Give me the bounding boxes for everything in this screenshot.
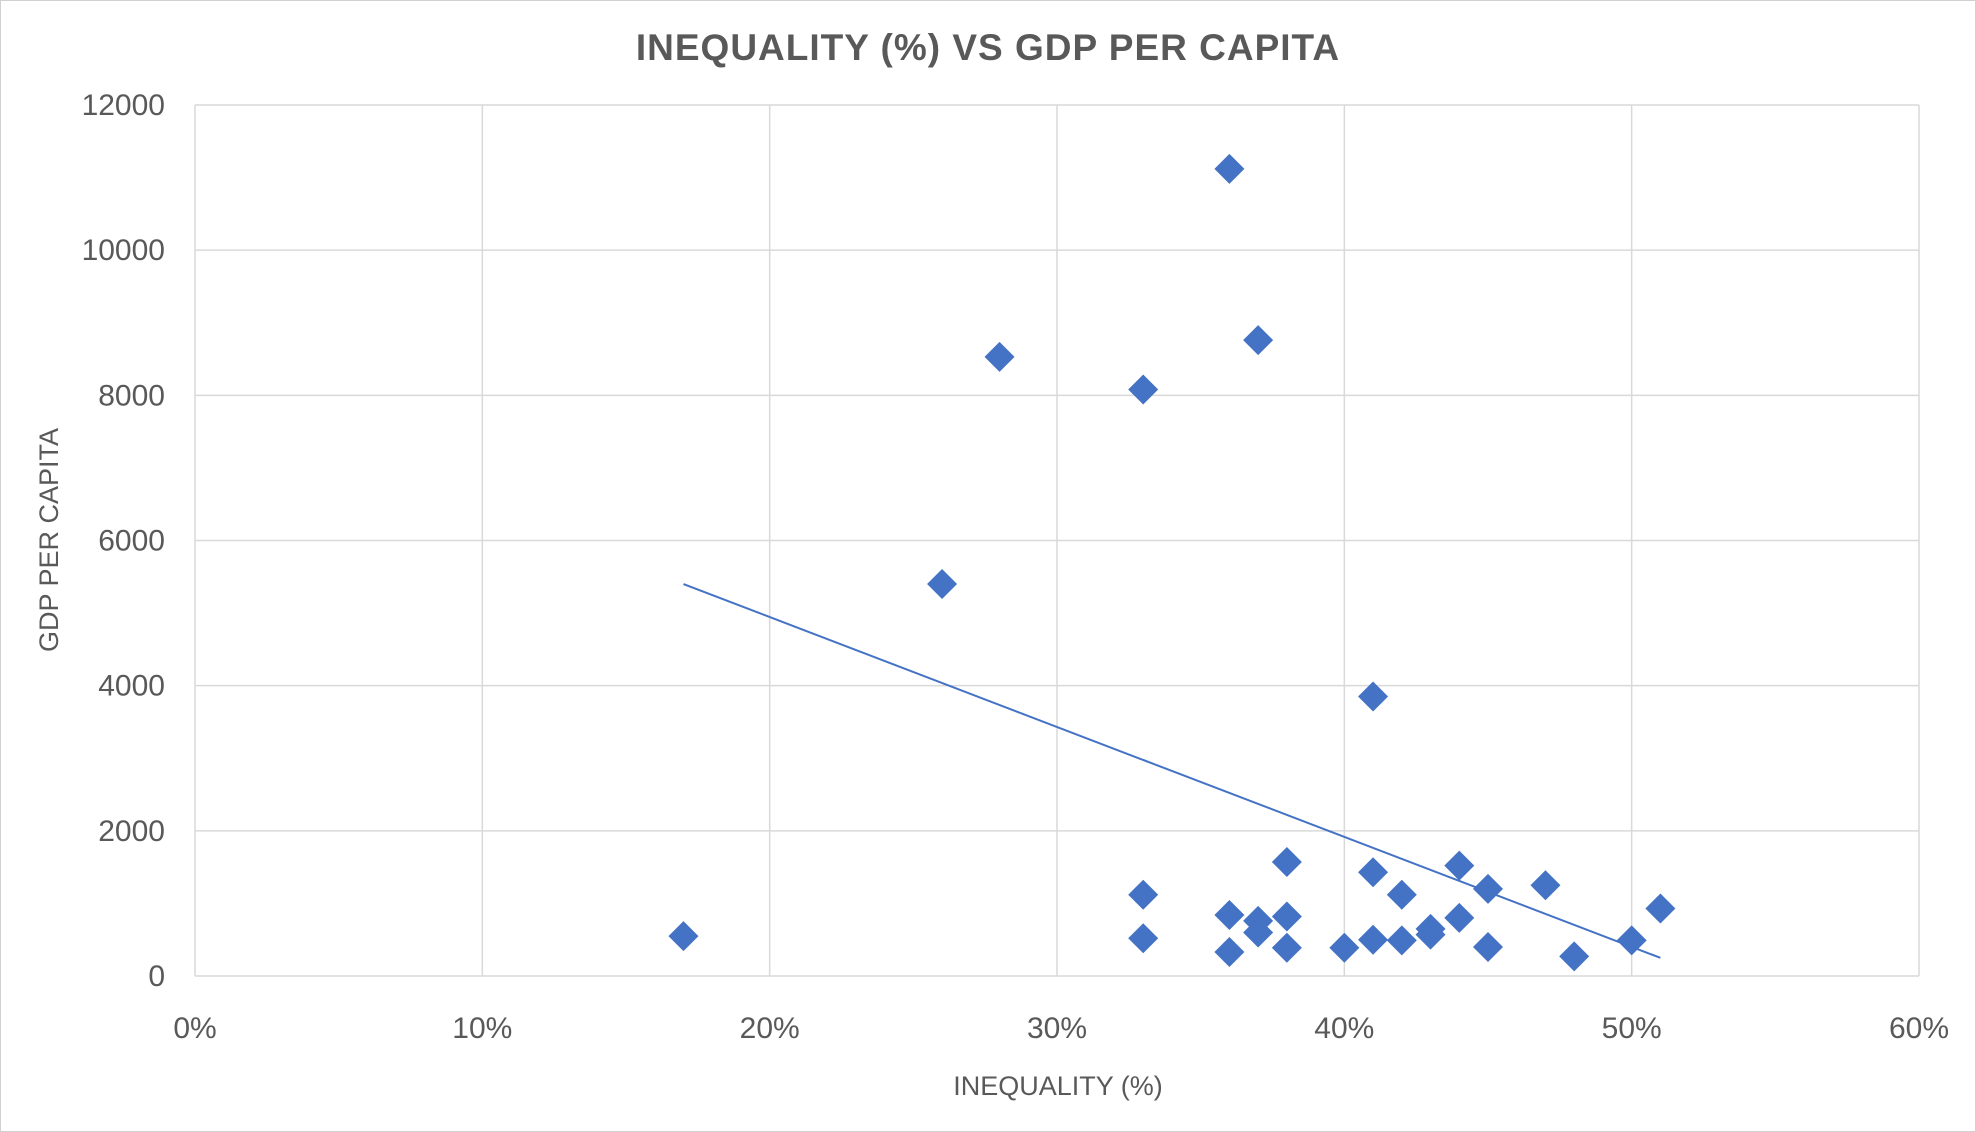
data-point (1386, 925, 1417, 956)
x-tick-label: 60% (1889, 1012, 1949, 1045)
y-axis-ticks: 0 2000 4000 6000 8000 10000 12000 (82, 89, 165, 993)
gridlines (194, 104, 1920, 977)
x-axis-ticks: 0% 10% 20% 30% 40% 50% 60% (173, 1012, 1949, 1045)
data-point (1616, 925, 1647, 956)
data-point (1358, 681, 1389, 712)
data-point (1444, 850, 1475, 881)
data-point (984, 341, 1015, 372)
y-tick-label: 10000 (82, 234, 165, 267)
data-point (1444, 902, 1475, 933)
data-point (1214, 900, 1245, 931)
trendline-line (683, 583, 1661, 959)
x-tick-label: 20% (740, 1012, 800, 1045)
data-point (1214, 153, 1245, 184)
data-point (1243, 917, 1274, 948)
data-point (1329, 932, 1360, 963)
data-point (1358, 857, 1389, 888)
data-point (1473, 931, 1503, 962)
y-tick-label: 8000 (98, 379, 165, 412)
data-point (1214, 937, 1245, 968)
x-tick-label: 0% (173, 1012, 216, 1045)
data-point (1128, 374, 1159, 405)
x-tick-label: 40% (1314, 1012, 1374, 1045)
data-point (1530, 870, 1561, 901)
x-tick-label: 50% (1602, 1012, 1662, 1045)
data-point (1473, 873, 1503, 904)
y-tick-label: 0 (148, 960, 165, 993)
data-point (1386, 879, 1417, 910)
data-point (1128, 923, 1159, 954)
y-axis-title: GDP PER CAPITA (34, 428, 64, 652)
data-point (927, 569, 958, 600)
data-point (1559, 941, 1590, 972)
data-point (668, 921, 699, 952)
chart-title: INEQUALITY (%) VS GDP PER CAPITA (636, 27, 1340, 68)
data-point (1271, 847, 1302, 878)
y-tick-label: 6000 (98, 525, 165, 558)
data-point (1415, 913, 1446, 944)
data-point (1645, 893, 1676, 924)
data-points (668, 153, 1676, 972)
data-point (1128, 879, 1159, 910)
data-point (1271, 932, 1302, 963)
y-tick-label: 12000 (82, 89, 165, 122)
data-point (1243, 325, 1274, 356)
data-point (1271, 901, 1302, 932)
x-tick-label: 10% (452, 1012, 512, 1045)
trendline (683, 583, 1661, 959)
data-point (1358, 924, 1389, 955)
y-tick-label: 4000 (98, 670, 165, 703)
x-axis-title: INEQUALITY (%) (953, 1071, 1163, 1101)
y-tick-label: 2000 (98, 815, 165, 848)
x-tick-label: 30% (1027, 1012, 1087, 1045)
